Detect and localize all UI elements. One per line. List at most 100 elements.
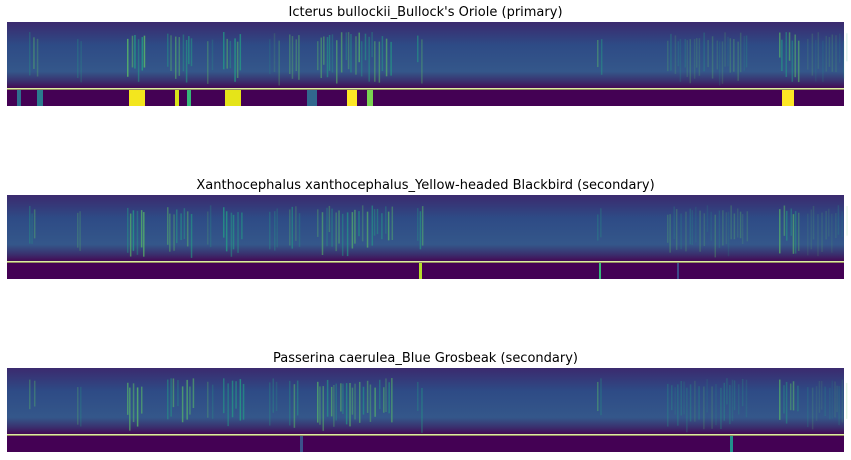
spectrogram-energy <box>842 40 845 79</box>
activation-band <box>730 436 733 452</box>
spectrogram-energy <box>289 380 291 426</box>
spectrogram-energy <box>807 213 809 256</box>
activation-band <box>129 90 145 106</box>
spectrogram-energy <box>703 386 705 430</box>
spectrogram-energy <box>317 209 319 237</box>
spectrogram-energy <box>269 39 271 75</box>
spectrogram-energy <box>722 210 724 246</box>
spectrogram-energy <box>358 32 360 63</box>
spectrogram-energy <box>358 211 360 237</box>
spectrogram-energy <box>698 38 701 76</box>
spectrogram-energy <box>733 380 736 411</box>
spectrogram-energy <box>745 379 748 418</box>
spectrogram-energy <box>183 208 186 239</box>
spectrogram-energy <box>374 41 376 82</box>
spectrogram-energy <box>355 36 357 75</box>
spectrogram-energy <box>181 386 184 423</box>
spectrogram-energy <box>335 212 337 252</box>
spectrogram-energy <box>326 37 329 78</box>
spectrogram-energy <box>295 206 297 241</box>
spectrogram-energy <box>31 213 33 244</box>
spectrogram-energy <box>77 39 79 79</box>
spectrogram-energy <box>296 380 299 416</box>
spectrogram-energy <box>838 386 840 426</box>
spectrogram-energy <box>330 386 333 417</box>
spectrogram-energy <box>338 210 340 244</box>
spectrogram-energy <box>788 32 791 61</box>
spectrogram-energy <box>223 207 225 238</box>
activation-band <box>307 90 317 106</box>
spectrogram-energy <box>186 379 188 420</box>
spectrogram-energy <box>298 213 301 247</box>
spectrogram-energy <box>170 378 172 417</box>
panel: Icterus bullockii_Bullock's Oriole (prim… <box>7 5 848 106</box>
spectrogram-energy <box>366 380 369 413</box>
spectrogram-energy <box>289 209 291 246</box>
spectrogram-energy <box>812 205 815 240</box>
spectrogram-energy <box>785 381 788 424</box>
spectrogram-energy <box>597 214 599 241</box>
spectrogram-energy <box>275 381 278 412</box>
spectrogram-energy <box>371 205 374 246</box>
spectrogram-energy <box>680 213 682 250</box>
spectrogram-energy <box>131 35 134 68</box>
panel: Passerina caerulea_Blue Grosbeak (second… <box>7 351 848 452</box>
spectrogram-energy <box>829 387 831 420</box>
spectrogram <box>7 368 844 434</box>
spectrogram-energy <box>358 381 361 423</box>
spectrogram-energy <box>706 205 709 232</box>
spectrogram-energy <box>235 381 237 409</box>
panel-title: Xanthocephalus xanthocephalus_Yellow-hea… <box>196 178 654 193</box>
activation-band <box>300 436 303 452</box>
spectrogram-energy <box>242 383 245 420</box>
spectrogram-energy <box>794 34 796 78</box>
spectrogram-energy <box>79 211 81 251</box>
spectrogram-energy <box>211 384 214 419</box>
spectrogram-energy <box>369 384 372 422</box>
spectrogram-energy <box>817 214 819 257</box>
spectrogram-energy <box>814 39 817 82</box>
spectrogram-energy <box>340 32 343 73</box>
spectrogram-energy <box>351 212 354 249</box>
spectrogram-energy <box>326 379 329 417</box>
activation-band <box>17 90 21 106</box>
spectrogram-energy <box>229 40 232 69</box>
spectrogram-energy <box>132 210 135 251</box>
spectrogram-energy <box>391 378 393 423</box>
spectrogram-energy <box>419 211 422 250</box>
spectrogram-energy <box>169 213 171 252</box>
spectrogram-energy <box>825 35 828 72</box>
spectrogram-energy <box>600 208 602 238</box>
spectrogram-energy <box>80 41 82 83</box>
spectrogram-energy <box>837 205 840 235</box>
spectrogram <box>7 195 844 261</box>
spectrogram-energy <box>192 378 195 409</box>
spectrogram-energy <box>779 379 781 420</box>
panel-title: Icterus bullockii_Bullock's Oriole (prim… <box>288 5 562 20</box>
spectrogram-energy <box>733 39 735 72</box>
spectrogram-energy <box>231 380 234 418</box>
spectrogram-energy <box>388 382 390 414</box>
spectrogram-energy <box>674 387 676 415</box>
spectrogram-energy <box>673 206 675 240</box>
spectrogram-energy <box>825 210 827 240</box>
spectrogram-energy <box>174 36 177 79</box>
spectrogram-energy <box>345 383 348 425</box>
spectrogram-energy <box>132 383 135 423</box>
spectrogram-energy <box>346 212 349 257</box>
spectrogram-energy <box>691 210 694 245</box>
spectrogram-energy <box>381 36 384 72</box>
spectrogram-energy <box>790 208 793 236</box>
activation-strip <box>7 262 844 279</box>
spectrogram-energy <box>727 211 730 257</box>
spectrogram-energy <box>720 387 722 430</box>
spectrogram-energy <box>141 37 144 71</box>
spectrogram-energy <box>176 209 178 244</box>
spectrogram-energy <box>239 379 242 421</box>
spectrogram-energy <box>29 32 31 76</box>
spectrogram-energy <box>846 33 848 62</box>
spectrogram-energy <box>129 213 132 257</box>
spectrogram-energy <box>29 379 31 410</box>
spectrogram-energy <box>718 41 721 86</box>
spectrogram-energy <box>685 211 687 252</box>
